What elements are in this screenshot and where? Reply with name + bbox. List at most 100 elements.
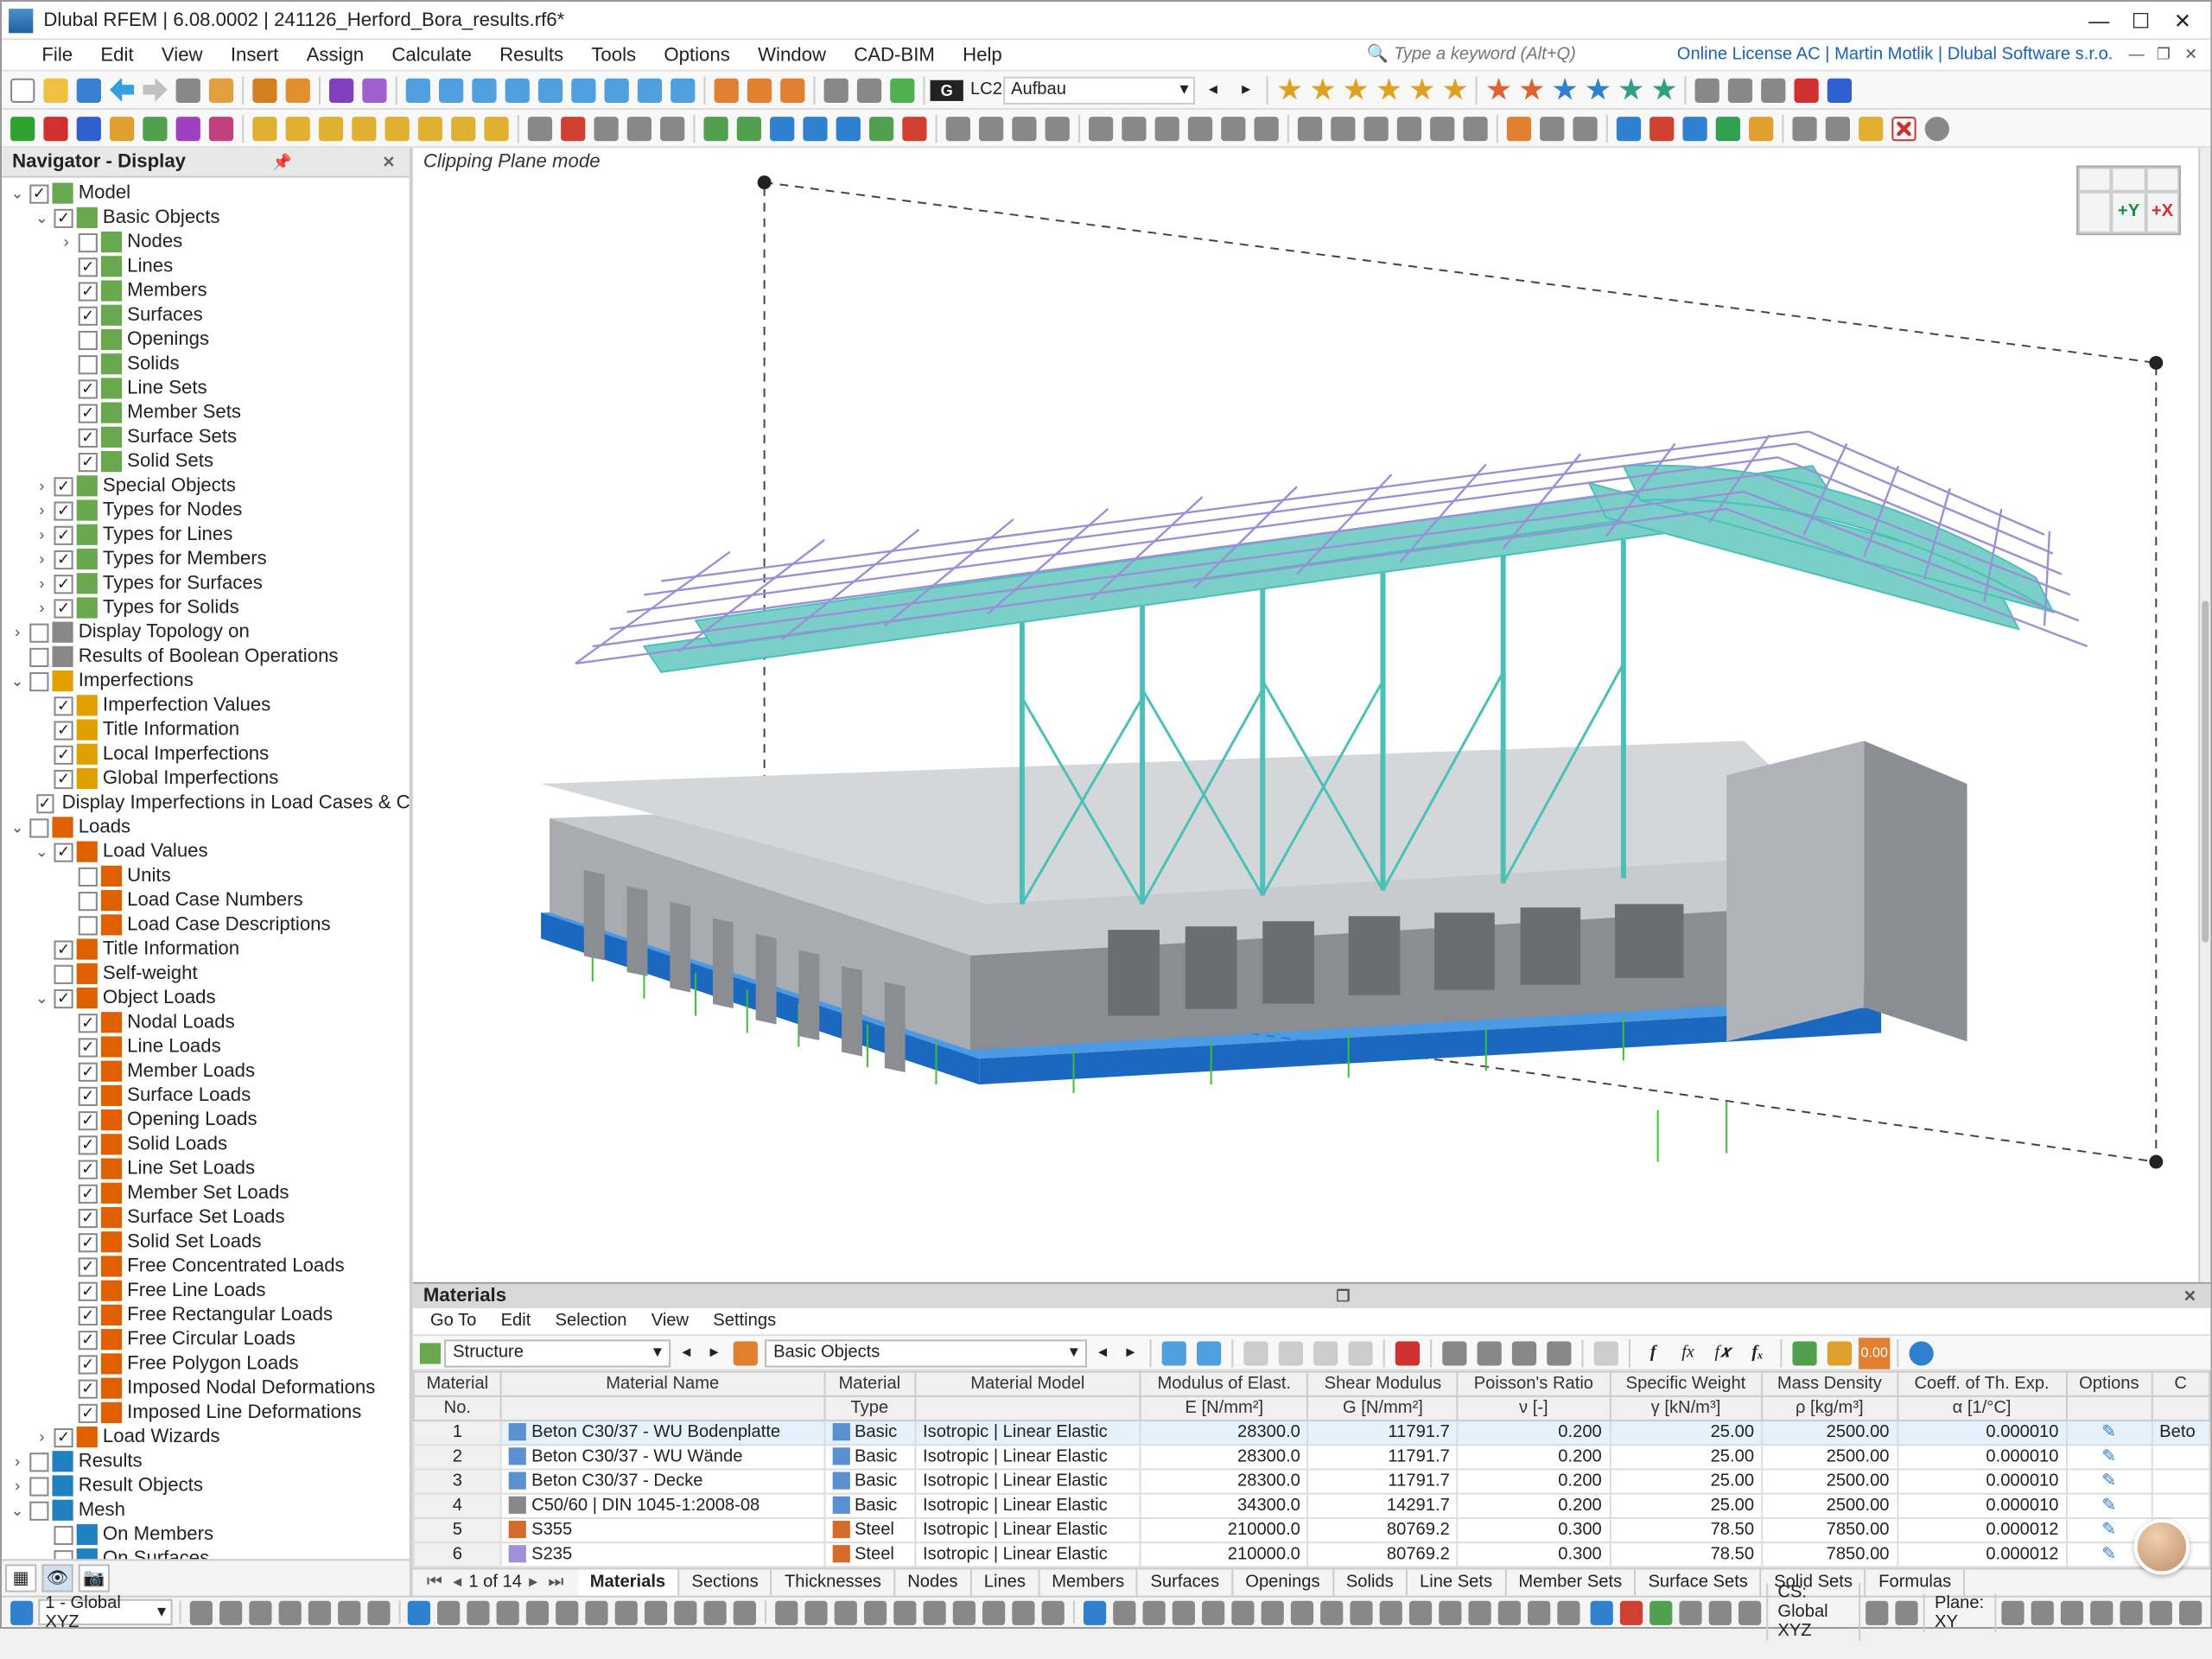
tree-item[interactable]: Nodal Loads <box>2 1010 410 1034</box>
tree-item[interactable]: Imposed Line Deformations <box>2 1401 410 1425</box>
sb-e1[interactable] <box>1999 1599 2025 1625</box>
des-2[interactable] <box>1118 112 1149 143</box>
tree-item[interactable]: Surfaces <box>2 303 410 327</box>
tree-checkbox[interactable] <box>54 476 73 495</box>
tree-item[interactable]: Member Set Loads <box>2 1181 410 1205</box>
tree-item[interactable]: Results of Boolean Operations <box>2 645 410 669</box>
menu-options[interactable]: Options <box>652 42 742 67</box>
cs-icon[interactable] <box>9 1599 35 1625</box>
grid-1[interactable] <box>1613 112 1644 143</box>
grid-4[interactable] <box>1713 112 1744 143</box>
tree-checkbox[interactable] <box>79 915 98 934</box>
check-1[interactable] <box>1789 112 1820 143</box>
tree-item[interactable]: Load Case Descriptions <box>2 912 410 937</box>
delete-button[interactable] <box>1888 112 1919 143</box>
star-8[interactable] <box>1516 74 1548 105</box>
tree-item[interactable]: ›Nodes <box>2 230 410 254</box>
keyword-search[interactable]: 🔍 <box>1367 45 1663 64</box>
tree-item[interactable]: Line Set Loads <box>2 1157 410 1181</box>
tree-expand-icon[interactable]: › <box>33 575 50 592</box>
check-3[interactable] <box>1855 112 1886 143</box>
tree-item[interactable]: ⌄Mesh <box>2 1498 410 1522</box>
tree-item[interactable]: ›Load Wizards <box>2 1425 410 1449</box>
sb-3[interactable] <box>247 1599 273 1625</box>
support-4[interactable] <box>348 112 379 143</box>
materials-menu-view[interactable]: View <box>641 1310 700 1332</box>
sb-r2[interactable] <box>1618 1599 1643 1625</box>
dim-1[interactable] <box>1294 112 1325 143</box>
mat-ed-2[interactable] <box>1275 1337 1306 1368</box>
tree-expand-icon[interactable]: › <box>33 477 50 494</box>
sb-d1[interactable] <box>773 1599 799 1625</box>
material-row[interactable]: 2Beton C30/37 - WU WändeBasicIsotropic |… <box>414 1445 2209 1469</box>
tree-checkbox[interactable] <box>54 1525 73 1544</box>
mat-fx3[interactable]: f𝒙 <box>1707 1337 1738 1368</box>
snap-4[interactable] <box>799 112 830 143</box>
tree-checkbox[interactable] <box>79 257 98 276</box>
view-side[interactable] <box>435 74 467 105</box>
zoom-window[interactable] <box>601 74 632 105</box>
type-next[interactable]: ▸ <box>1118 1337 1142 1368</box>
des-1[interactable] <box>1085 112 1116 143</box>
tree-item[interactable]: Global Imperfections <box>2 766 410 791</box>
tree-item[interactable]: ›Results <box>2 1449 410 1473</box>
sb-p2[interactable] <box>1893 1599 1919 1625</box>
mat-units[interactable]: 0.00 <box>1859 1337 1890 1368</box>
star-11[interactable] <box>1616 74 1647 105</box>
materials-tab-materials[interactable]: Materials <box>578 1569 680 1595</box>
viewport-scrollbar[interactable] <box>2198 148 2210 1281</box>
sb-d4[interactable] <box>862 1599 888 1625</box>
tree-expand-icon[interactable]: › <box>33 1428 50 1446</box>
section-button[interactable] <box>854 74 885 105</box>
mat-ed-3[interactable] <box>1310 1337 1341 1368</box>
opening-tool[interactable] <box>139 112 170 143</box>
star-9[interactable] <box>1549 74 1580 105</box>
tree-item[interactable]: ⌄Imperfections <box>2 669 410 693</box>
tree-checkbox[interactable] <box>79 867 98 886</box>
dim-4[interactable] <box>1394 112 1425 143</box>
menu-view[interactable]: View <box>149 42 215 67</box>
tree-checkbox[interactable] <box>79 1110 98 1129</box>
tree-item[interactable]: Local Imperfections <box>2 742 410 766</box>
tree-item[interactable]: ›Types for Lines <box>2 523 410 547</box>
tree-item[interactable]: Solid Loads <box>2 1132 410 1156</box>
tree-checkbox[interactable] <box>54 550 73 569</box>
nav-tab-display[interactable]: 👁 <box>41 1564 73 1592</box>
tree-checkbox[interactable] <box>54 696 73 715</box>
report-button[interactable] <box>206 74 237 105</box>
tree-item[interactable]: Load Case Numbers <box>2 888 410 912</box>
star-4[interactable] <box>1373 74 1404 105</box>
mat-help[interactable] <box>1906 1337 1937 1368</box>
support-8[interactable] <box>480 112 512 143</box>
node-tool[interactable] <box>7 112 38 143</box>
set-tool[interactable] <box>206 112 237 143</box>
m5[interactable] <box>1825 74 1856 105</box>
display-mode-2[interactable] <box>744 74 775 105</box>
sb-o15[interactable] <box>1496 1599 1522 1625</box>
tree-checkbox[interactable] <box>54 574 73 593</box>
tree-checkbox[interactable] <box>54 1427 73 1446</box>
tree-checkbox[interactable] <box>79 1232 98 1251</box>
edit-2[interactable] <box>557 112 588 143</box>
tree-expand-icon[interactable]: ⌄ <box>9 184 26 203</box>
meas-1[interactable] <box>1503 112 1535 143</box>
tree-item[interactable]: Line Sets <box>2 376 410 400</box>
cs-combo[interactable]: 1 - Global XYZ▾ <box>38 1599 173 1625</box>
print-button[interactable] <box>173 74 204 105</box>
tree-item[interactable]: ⌄Object Loads <box>2 986 410 1010</box>
sb-o3[interactable] <box>1141 1599 1166 1625</box>
mat-x2[interactable] <box>1474 1337 1505 1368</box>
menu-edit[interactable]: Edit <box>88 42 145 67</box>
tree-checkbox[interactable] <box>54 769 73 788</box>
tree-checkbox[interactable] <box>29 647 48 666</box>
tree-checkbox[interactable] <box>54 1549 73 1559</box>
zoom-fit[interactable] <box>568 74 599 105</box>
material-row[interactable]: 3Beton C30/37 - DeckeBasicIsotropic | Li… <box>414 1469 2209 1493</box>
materials-tab-lines[interactable]: Lines <box>972 1569 1039 1595</box>
page-last[interactable]: ⏭ <box>544 1573 567 1592</box>
sb-d3[interactable] <box>833 1599 859 1625</box>
snap-2[interactable] <box>734 112 765 143</box>
tree-checkbox[interactable] <box>54 208 73 227</box>
navigator-prev[interactable]: ◂ <box>1198 74 1229 105</box>
tree-item[interactable]: Solids <box>2 352 410 376</box>
